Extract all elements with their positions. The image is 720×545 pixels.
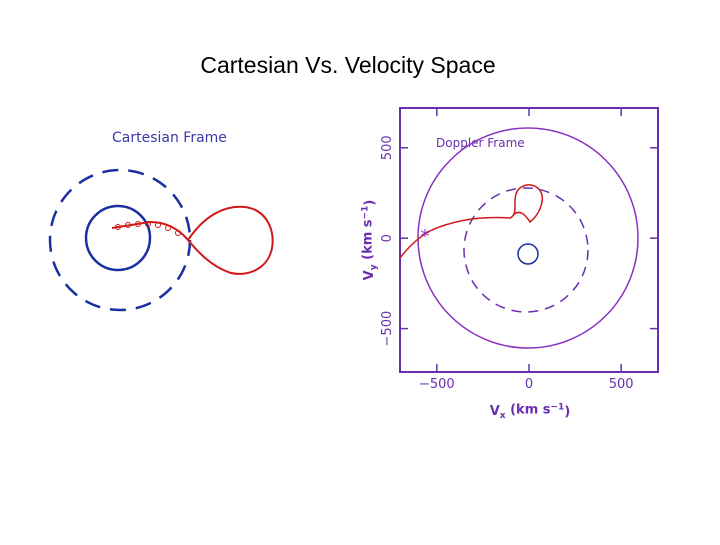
trajectory — [399, 184, 544, 259]
axis-label-part: −1 — [361, 206, 371, 220]
x-tick-label: 500 — [609, 377, 634, 392]
orbit-dashed — [48, 168, 192, 312]
x-axis-label: Vx (km s−1) — [490, 403, 571, 422]
slide-title: Cartesian Vs. Velocity Space — [200, 52, 495, 78]
y-tick-label: −500 — [380, 311, 395, 347]
panel-label: Cartesian Frame — [112, 130, 227, 146]
orbit — [84, 204, 152, 272]
axis-label-part: (km s — [506, 403, 551, 418]
panel-label: Doppler Frame — [436, 136, 525, 150]
dashed-circle — [463, 187, 589, 313]
trajectory — [111, 205, 274, 275]
trajectory-points — [115, 221, 181, 236]
axis-label-part: −1 — [551, 403, 565, 413]
axis-label-part: V — [362, 270, 377, 280]
x-tick-label: −500 — [419, 377, 455, 392]
axis-label-part: x — [500, 411, 506, 421]
axis-label-part: y — [369, 264, 379, 270]
axis-label-part: ) — [564, 404, 570, 419]
y-tick-label: 500 — [380, 135, 395, 160]
x-tick-label: 0 — [525, 377, 533, 392]
outer-circle — [417, 127, 639, 349]
small-circle — [517, 243, 539, 265]
y-tick-label: 0 — [380, 234, 395, 242]
axis-label-part: ) — [362, 200, 377, 206]
y-axis-label: Vy (km s−1) — [361, 200, 380, 281]
star-marker: * — [421, 226, 430, 247]
axis-label-part: V — [490, 404, 500, 419]
axis-label-part: (km s — [361, 219, 376, 264]
